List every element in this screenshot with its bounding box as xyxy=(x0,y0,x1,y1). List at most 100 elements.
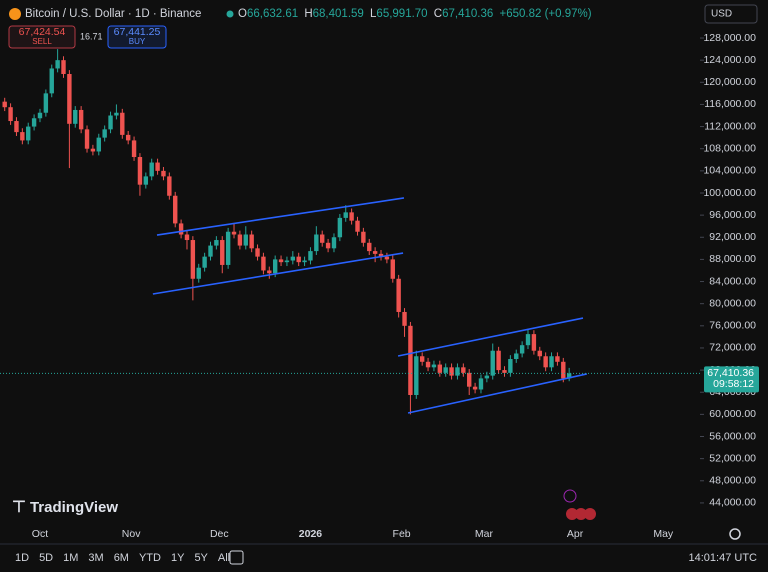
ohlc-label: C xyxy=(434,8,442,20)
btc-icon xyxy=(9,8,21,20)
y-tick-label: 120,000.00 xyxy=(703,76,756,88)
trendline xyxy=(152,252,404,295)
candle-body xyxy=(425,361,431,368)
buy-box[interactable] xyxy=(107,25,167,49)
timeframe-button[interactable]: 1D xyxy=(15,552,29,564)
watermark-logo: ⊤ xyxy=(12,499,26,516)
last-price-box xyxy=(704,366,759,393)
candle-body xyxy=(555,356,560,362)
x-tick-label: Dec xyxy=(210,528,229,540)
candle-body xyxy=(549,356,554,368)
candle-body xyxy=(220,240,225,265)
candle-body xyxy=(8,107,13,122)
candle-body xyxy=(390,259,395,279)
x-tick-label: May xyxy=(653,528,674,540)
clock: 14:01:47 UTC xyxy=(689,552,758,564)
candle-body xyxy=(137,157,143,185)
ohlc-value: 67,410.36 xyxy=(442,8,493,20)
timeframe-button[interactable]: 6M xyxy=(114,552,129,564)
buy-label[interactable]: BUY xyxy=(129,37,146,46)
ohlc-value: 66,632.61 xyxy=(247,8,298,20)
event-icon[interactable] xyxy=(563,489,577,503)
candle-body xyxy=(73,109,78,124)
candle-body xyxy=(402,311,407,326)
ohlc-label: L xyxy=(370,8,377,20)
timeframe-button[interactable]: 3M xyxy=(88,552,103,564)
candle-body xyxy=(90,148,96,152)
sell-label[interactable]: SELL xyxy=(32,37,52,46)
candle-body xyxy=(208,245,213,257)
watermark-text: TradingView xyxy=(30,499,118,516)
x-tick-label: Apr xyxy=(567,528,584,540)
timeframe-button[interactable]: 1Y xyxy=(171,552,185,564)
candle-body xyxy=(249,234,254,249)
event-icon[interactable] xyxy=(575,508,587,520)
event-icons[interactable] xyxy=(563,489,596,520)
trendline xyxy=(407,373,587,414)
candle-body xyxy=(496,350,501,371)
candle-body xyxy=(408,325,413,395)
candle-body xyxy=(2,101,7,108)
candle-body xyxy=(467,372,472,387)
y-tick-label: 96,000.00 xyxy=(709,209,756,221)
candle-body xyxy=(78,109,84,130)
currency[interactable]: USD xyxy=(711,9,732,20)
candle-body xyxy=(384,256,390,260)
y-tick-label: 72,000.00 xyxy=(709,342,756,354)
y-tick-label: 88,000.00 xyxy=(709,253,756,265)
y-tick-label: 92,000.00 xyxy=(709,231,756,243)
y-tick-label: 108,000.00 xyxy=(703,142,756,154)
y-tick-label: 84,000.00 xyxy=(709,275,756,287)
buy-button[interactable]: 67,441.25 BUY xyxy=(107,25,167,49)
trendline xyxy=(156,197,405,236)
buy-price[interactable]: 67,441.25 xyxy=(114,26,161,38)
event-icon[interactable] xyxy=(566,508,578,520)
x-tick-label: Nov xyxy=(122,528,141,540)
candle-body xyxy=(490,350,495,376)
timeframe-button[interactable]: 5Y xyxy=(194,552,208,564)
candle-body xyxy=(514,353,519,360)
candle-body xyxy=(531,334,537,351)
currency-box[interactable] xyxy=(704,4,758,24)
candle-body xyxy=(131,140,137,158)
plot-area xyxy=(0,49,700,415)
candle-body xyxy=(190,240,196,279)
candle-body xyxy=(414,356,419,395)
price-change: +650.82 (+0.97%) xyxy=(499,8,591,20)
candle-body xyxy=(343,212,348,218)
watermark: ⊤ TradingView xyxy=(12,499,118,516)
y-tick-label: 48,000.00 xyxy=(709,475,756,487)
candle-body xyxy=(43,93,49,113)
sell-button[interactable]: 67,424.54 SELL xyxy=(8,25,76,49)
last-price-label: 67,410.36 xyxy=(707,367,754,379)
sell-price[interactable]: 67,424.54 xyxy=(19,26,66,38)
y-tick-label: 52,000.00 xyxy=(709,452,756,464)
ohlc-value: 65,991.70 xyxy=(376,8,427,20)
candle-body xyxy=(543,356,548,368)
candle-body xyxy=(96,137,101,152)
candle-body xyxy=(361,231,366,243)
candle-body xyxy=(214,240,219,246)
candle-body xyxy=(178,223,184,235)
candle-body xyxy=(331,237,337,249)
candle-body xyxy=(278,259,284,263)
timeframe-button[interactable]: YTD xyxy=(139,552,161,564)
candle-body xyxy=(261,256,266,271)
y-tick-label: 116,000.00 xyxy=(704,98,756,110)
candle-body xyxy=(155,162,160,171)
settings-icon[interactable] xyxy=(729,528,741,540)
candle-body xyxy=(102,129,107,138)
x-tick-label: Feb xyxy=(393,528,411,540)
candle-body xyxy=(455,367,460,376)
event-icon[interactable] xyxy=(584,508,596,520)
timeframe-button[interactable]: 5D xyxy=(39,552,53,564)
timeframe-button[interactable]: All xyxy=(218,552,230,564)
timeframe-button[interactable]: 1M xyxy=(63,552,78,564)
candle-body xyxy=(243,234,248,246)
date-range-icon[interactable] xyxy=(229,550,244,565)
candle-body xyxy=(537,350,542,357)
currency-select[interactable]: USD xyxy=(704,4,758,24)
y-tick-label: 44,000.00 xyxy=(709,497,756,509)
sell-box[interactable] xyxy=(8,25,76,49)
